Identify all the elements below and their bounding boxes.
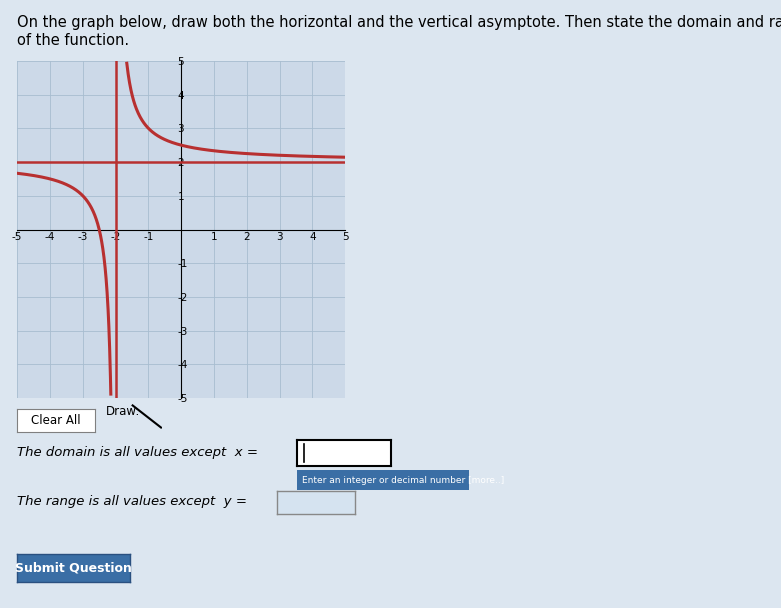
Text: The domain is all values except  x =: The domain is all values except x = <box>17 446 259 460</box>
Text: Draw:: Draw: <box>105 405 140 418</box>
Text: The range is all values except  y =: The range is all values except y = <box>17 495 247 508</box>
Text: Clear All: Clear All <box>31 413 81 427</box>
Text: On the graph below, draw both the horizontal and the vertical asymptote. Then st: On the graph below, draw both the horizo… <box>17 15 781 30</box>
Text: Enter an integer or decimal number [more..]: Enter an integer or decimal number [more… <box>302 475 505 485</box>
Text: Submit Question: Submit Question <box>16 562 132 575</box>
Text: of the function.: of the function. <box>17 33 130 49</box>
